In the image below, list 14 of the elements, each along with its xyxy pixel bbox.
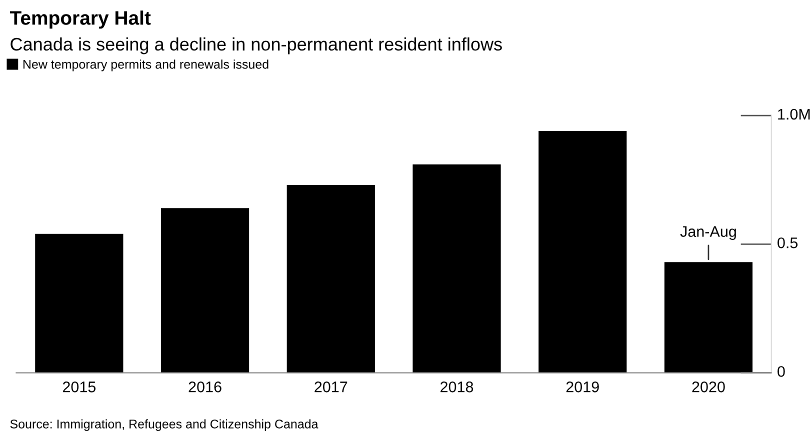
source-note: Source: Immigration, Refugees and Citizenship Canada (10, 419, 318, 431)
annotation: Jan-Aug (680, 226, 736, 240)
legend-label: New temporary permits and renewals issued (23, 60, 268, 72)
x-tick-label: 2016 (188, 382, 222, 392)
x-tick-label: 2017 (314, 382, 348, 392)
chart-subtitle: Canada is seeing a decline in non-permanent resident inflows (10, 37, 502, 54)
chart-title: Temporary Halt (10, 10, 151, 29)
y-tick-label: 0 (778, 366, 785, 377)
y-tick-label: 1.0M (778, 108, 810, 120)
x-tick-label: 2019 (566, 382, 599, 392)
y-tick-label: 0.5 (778, 237, 798, 248)
x-tick-label: 2015 (62, 382, 96, 392)
x-tick-label: 2020 (692, 382, 725, 392)
x-tick-label: 2018 (440, 382, 474, 392)
